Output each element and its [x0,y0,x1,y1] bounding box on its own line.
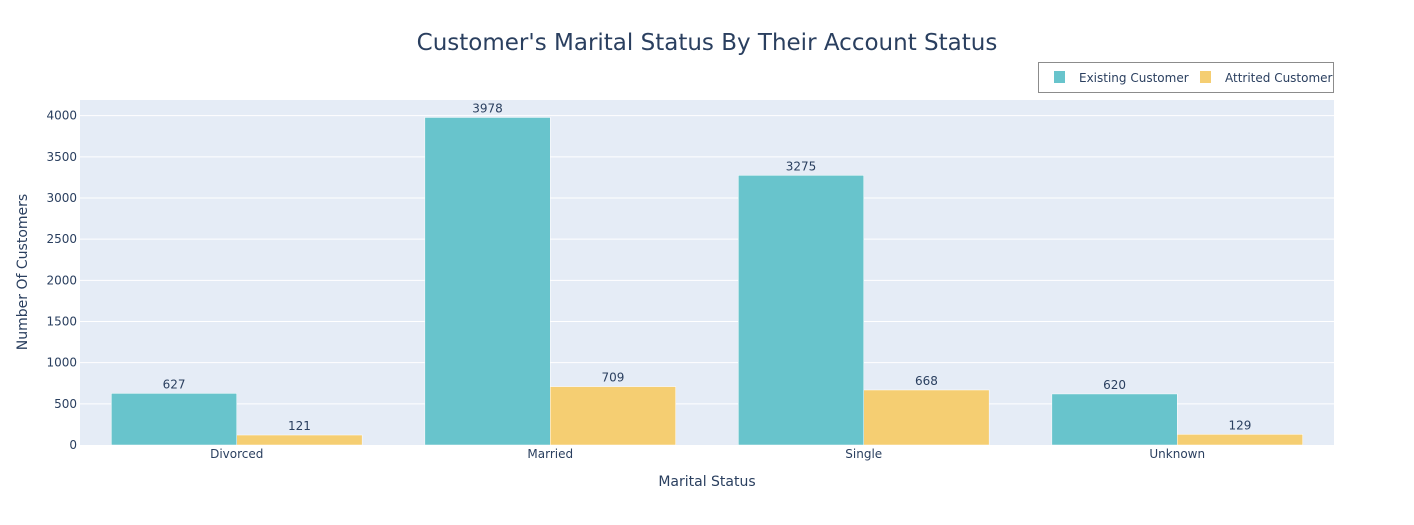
x-tick-label: Unknown [1149,447,1205,461]
bar-value-label: 121 [288,419,311,433]
legend-label-attrited: Attrited Customer [1225,71,1333,85]
plot-area [80,100,1334,445]
x-axis-ticks: Divorced Married Single Unknown [210,447,1205,461]
legend: Existing Customer Attrited Customer [1038,62,1334,93]
bar-existing-married[interactable] [424,117,551,446]
bars [111,117,1303,446]
legend-swatch-existing [1054,71,1065,83]
bar-value-label: 627 [163,377,186,391]
legend-box [1038,62,1334,93]
y-tick-label: 3000 [46,191,77,205]
bar-value-label: 129 [1228,418,1251,432]
y-tick-label: 4000 [46,109,77,123]
y-axis-ticks: 0 500 1000 1500 2000 2500 3000 3500 4000 [46,109,77,452]
legend-item-existing[interactable]: Existing Customer [1054,71,1189,85]
y-tick-label: 2500 [46,232,77,246]
y-tick-label: 3500 [46,150,77,164]
x-axis-title: Marital Status [658,474,755,490]
bar-existing-single[interactable] [738,175,864,446]
bar-value-label: 3275 [786,159,817,173]
bar-value-label: 3978 [472,101,503,115]
bar-attrited-unknown[interactable] [1177,434,1303,446]
x-tick-label: Divorced [210,447,263,461]
bar-attrited-divorced[interactable] [236,434,363,446]
legend-swatch-attrited [1200,71,1211,83]
x-tick-label: Single [845,447,882,461]
bar-value-label: 620 [1103,378,1126,392]
y-tick-label: 1500 [46,314,77,328]
bar-existing-divorced[interactable] [111,393,237,446]
chart-title: Customer's Marital Status By Their Accou… [417,30,998,56]
gridlines [80,115,1334,405]
y-tick-label: 0 [69,438,77,452]
legend-item-attrited[interactable]: Attrited Customer [1200,71,1333,85]
bar-value-label: 709 [601,371,624,385]
legend-label-existing: Existing Customer [1079,71,1189,85]
y-tick-label: 1000 [46,356,77,370]
bar-attrited-married[interactable] [550,386,676,446]
bar-existing-unknown[interactable] [1051,393,1178,446]
y-axis-title: Number Of Customers [15,194,31,350]
bar-value-label: 668 [915,374,938,388]
y-tick-label: 2000 [46,273,77,287]
x-tick-label: Married [527,447,573,461]
y-tick-label: 500 [54,397,77,411]
bar-attrited-single[interactable] [863,389,990,446]
bar-value-labels: 627 121 3978 709 3275 668 620 129 [163,101,1252,433]
